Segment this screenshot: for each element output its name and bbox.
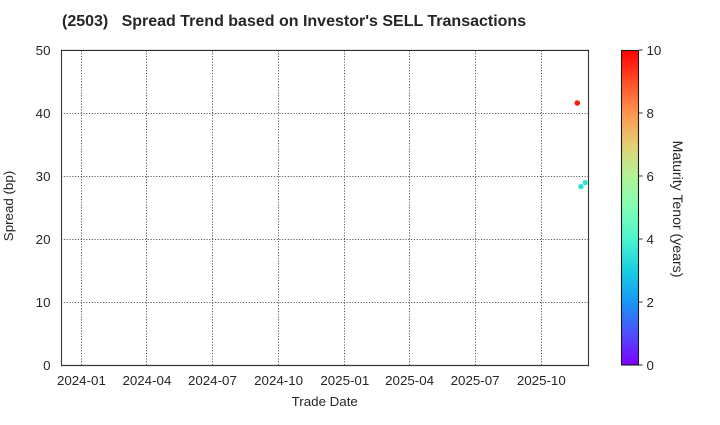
- svg-text:50: 50: [36, 43, 51, 58]
- svg-text:(2503) Spread Trend based on: (2503) Spread Trend based on Investor's …: [62, 13, 526, 30]
- svg-text:4: 4: [647, 232, 655, 247]
- svg-text:10: 10: [647, 43, 662, 58]
- svg-text:2024-01: 2024-01: [57, 373, 106, 388]
- svg-text:2: 2: [647, 295, 654, 310]
- svg-text:2024-10: 2024-10: [254, 373, 303, 388]
- svg-text:0: 0: [43, 358, 50, 373]
- svg-text:2024-07: 2024-07: [188, 373, 237, 388]
- svg-text:Spread (bp): Spread (bp): [1, 171, 16, 241]
- svg-text:40: 40: [36, 106, 51, 121]
- svg-text:0: 0: [647, 358, 654, 373]
- svg-text:2025-04: 2025-04: [385, 373, 435, 388]
- svg-text:Maturity Tenor (years): Maturity Tenor (years): [670, 141, 686, 278]
- svg-text:2025-10: 2025-10: [517, 373, 566, 388]
- svg-text:30: 30: [36, 169, 51, 184]
- svg-text:6: 6: [647, 169, 654, 184]
- svg-text:Trade Date: Trade Date: [292, 394, 358, 409]
- svg-text:20: 20: [36, 232, 51, 247]
- svg-text:2025-07: 2025-07: [451, 373, 500, 388]
- svg-text:10: 10: [36, 295, 51, 310]
- svg-text:2025-01: 2025-01: [320, 373, 369, 388]
- svg-text:2024-04: 2024-04: [122, 373, 172, 388]
- svg-text:8: 8: [647, 106, 654, 121]
